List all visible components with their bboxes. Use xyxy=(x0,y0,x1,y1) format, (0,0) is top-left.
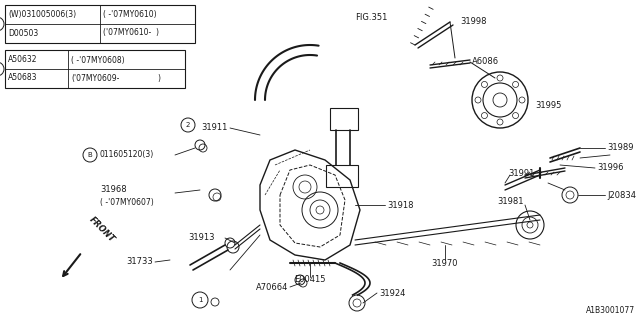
Text: ): ) xyxy=(157,74,160,83)
Text: 011605120(3): 011605120(3) xyxy=(100,150,154,159)
Text: ('07MY0609-: ('07MY0609- xyxy=(71,74,120,83)
Text: 31998: 31998 xyxy=(460,18,486,27)
Text: ( -'07MY0608): ( -'07MY0608) xyxy=(71,55,125,65)
Text: D00503: D00503 xyxy=(8,28,38,37)
Text: 31968: 31968 xyxy=(100,186,127,195)
Text: 2: 2 xyxy=(186,122,190,128)
Text: A1B3001077: A1B3001077 xyxy=(586,306,635,315)
Text: 31996: 31996 xyxy=(597,164,623,172)
Bar xyxy=(5,5,195,43)
Text: 31913: 31913 xyxy=(189,234,215,243)
Text: 31991: 31991 xyxy=(508,169,534,178)
Text: ( -'07MY0607): ( -'07MY0607) xyxy=(100,197,154,206)
Text: B: B xyxy=(88,152,92,158)
Text: FRONT: FRONT xyxy=(87,215,116,244)
Bar xyxy=(5,50,185,88)
Text: J20834: J20834 xyxy=(607,190,636,199)
Text: FIG.351: FIG.351 xyxy=(355,13,387,22)
Text: 31989: 31989 xyxy=(607,143,634,153)
Bar xyxy=(326,165,358,187)
Text: 31995: 31995 xyxy=(535,100,561,109)
Text: A50632: A50632 xyxy=(8,55,38,65)
Text: 31918: 31918 xyxy=(387,201,413,210)
Text: A6086: A6086 xyxy=(472,58,499,67)
Text: A70664: A70664 xyxy=(255,283,288,292)
Text: E00415: E00415 xyxy=(294,276,326,284)
Text: 31911: 31911 xyxy=(202,124,228,132)
Text: ( -'07MY0610): ( -'07MY0610) xyxy=(103,11,157,20)
Text: 1: 1 xyxy=(198,297,202,303)
Bar xyxy=(330,108,358,130)
Text: 31970: 31970 xyxy=(432,259,458,268)
Text: A50683: A50683 xyxy=(8,74,38,83)
Text: 31924: 31924 xyxy=(379,289,405,298)
Text: (W)031005006(3): (W)031005006(3) xyxy=(8,11,76,20)
Text: ('07MY0610-  ): ('07MY0610- ) xyxy=(103,28,159,37)
Text: 31981: 31981 xyxy=(497,197,524,206)
Text: 31733: 31733 xyxy=(126,258,153,267)
